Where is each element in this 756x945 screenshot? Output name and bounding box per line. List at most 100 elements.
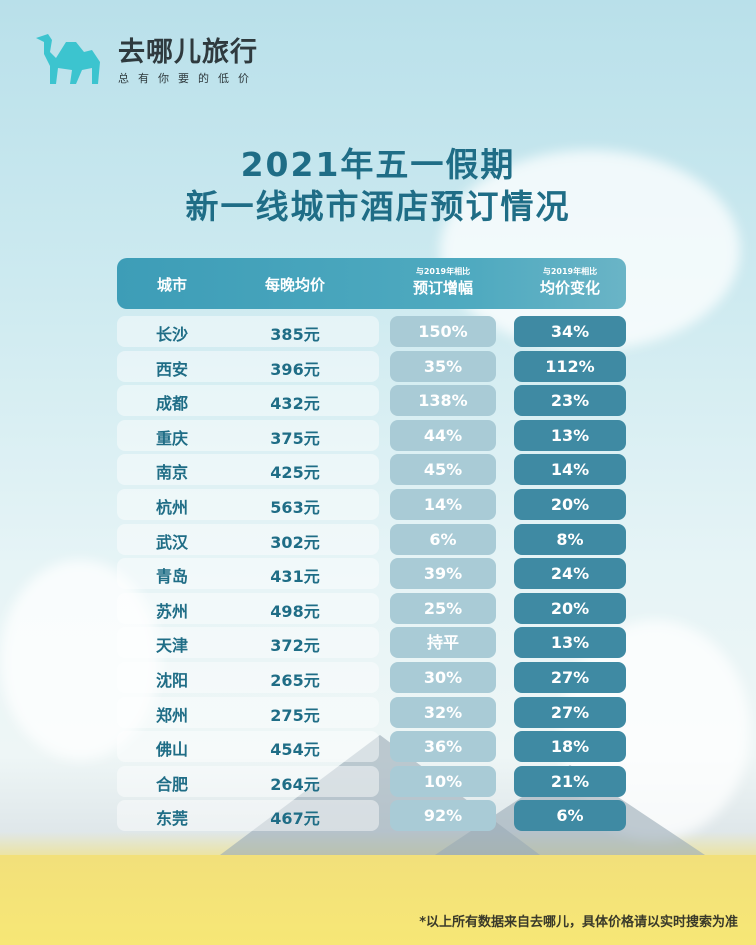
avg-price: 385元 xyxy=(270,325,320,344)
row-background xyxy=(117,489,379,520)
header-price-change-sub: 与2019年相比 xyxy=(542,267,598,276)
avg-price: 275元 xyxy=(270,705,320,725)
price-change: 13% xyxy=(514,627,626,659)
avg-price: 302元 xyxy=(270,532,320,552)
row-background xyxy=(117,558,379,590)
booking-growth: 35% xyxy=(390,350,496,382)
row-background xyxy=(117,662,379,693)
table-row: 武汉 302元 6% 8% xyxy=(117,523,626,555)
row-background xyxy=(117,523,379,555)
booking-growth: 10% xyxy=(390,765,496,797)
header-price: 每晚均价 xyxy=(264,276,325,294)
table-row: 青岛 431元 39% 24% xyxy=(117,558,626,590)
table-row: 杭州 563元 14% 20% xyxy=(117,489,626,520)
footnote: *以上所有数据来自去哪儿，具体价格请以实时搜索为准 xyxy=(419,915,738,930)
price-change: 14% xyxy=(514,454,626,486)
price-change: 18% xyxy=(514,731,626,763)
table-row: 合肥 264元 10% 21% xyxy=(117,765,626,797)
booking-growth: 39% xyxy=(390,558,496,590)
title-line-2: 新一线城市酒店预订情况 xyxy=(185,187,571,226)
booking-growth: 45% xyxy=(390,454,496,486)
city-name: 东莞 xyxy=(155,809,188,829)
price-change: 27% xyxy=(514,662,626,693)
row-background xyxy=(117,765,379,797)
header-booking-sub: 与2019年相比 xyxy=(415,267,471,276)
city-name: 佛山 xyxy=(155,740,188,760)
avg-price: 431元 xyxy=(270,567,320,587)
avg-price: 563元 xyxy=(270,498,320,517)
table-row: 重庆 375元 44% 13% xyxy=(117,419,626,451)
row-background xyxy=(117,419,379,451)
header-price-change: 均价变化 xyxy=(539,279,600,297)
booking-growth: 138% xyxy=(390,385,496,417)
booking-growth: 持平 xyxy=(390,627,496,659)
table-row: 佛山 454元 36% 18% xyxy=(117,731,626,763)
header-booking: 预订增幅 xyxy=(412,279,473,297)
table-row: 苏州 498元 25% 20% xyxy=(117,592,626,624)
price-change: 6% xyxy=(514,800,626,832)
city-name: 成都 xyxy=(155,394,188,414)
price-change: 20% xyxy=(514,592,626,624)
avg-price: 396元 xyxy=(270,359,320,379)
logo: 去哪儿旅行 总有你要的低价 xyxy=(34,30,258,86)
avg-price: 498元 xyxy=(270,601,320,621)
booking-growth: 150% xyxy=(390,316,496,347)
city-name: 苏州 xyxy=(155,601,188,621)
price-change: 112% xyxy=(514,350,626,382)
avg-price: 375元 xyxy=(270,428,320,448)
row-background xyxy=(117,350,379,382)
grass-field xyxy=(0,855,756,945)
row-background xyxy=(117,731,379,763)
table-row: 东莞 467元 92% 6% xyxy=(117,800,626,832)
booking-growth: 30% xyxy=(390,662,496,693)
avg-price: 432元 xyxy=(270,394,320,414)
avg-price: 467元 xyxy=(270,809,320,829)
title-line-1: 2021年五一假期 xyxy=(240,145,516,184)
city-name: 南京 xyxy=(155,463,188,483)
price-change: 13% xyxy=(514,419,626,451)
city-name: 天津 xyxy=(155,636,188,656)
booking-growth: 6% xyxy=(390,523,496,555)
city-name: 重庆 xyxy=(155,428,188,448)
booking-growth: 32% xyxy=(390,696,496,728)
table-row: 西安 396元 35% 112% xyxy=(117,350,626,382)
booking-growth: 36% xyxy=(390,731,496,763)
row-background xyxy=(117,800,379,832)
booking-growth: 14% xyxy=(390,489,496,520)
row-background xyxy=(117,316,379,347)
booking-growth: 44% xyxy=(390,419,496,451)
city-name: 合肥 xyxy=(155,774,188,794)
avg-price: 264元 xyxy=(270,774,320,794)
row-background xyxy=(117,385,379,417)
table-row: 天津 372元 持平 13% xyxy=(117,627,626,659)
avg-price: 265元 xyxy=(270,671,320,690)
slogan: 总有你要的低价 xyxy=(118,72,258,85)
cloud xyxy=(0,560,160,760)
price-change: 34% xyxy=(514,316,626,347)
avg-price: 425元 xyxy=(270,463,320,483)
city-name: 杭州 xyxy=(155,498,188,517)
city-name: 青岛 xyxy=(155,567,188,587)
price-change: 20% xyxy=(514,489,626,520)
booking-growth: 92% xyxy=(390,800,496,832)
price-change: 21% xyxy=(514,765,626,797)
price-change: 8% xyxy=(514,523,626,555)
table-row: 成都 432元 138% 23% xyxy=(117,385,626,417)
city-name: 长沙 xyxy=(155,325,188,344)
table-row: 郑州 275元 32% 27% xyxy=(117,696,626,728)
table-row: 长沙 385元 150% 34% xyxy=(117,316,626,347)
row-background xyxy=(117,627,379,659)
row-background xyxy=(117,592,379,624)
row-background xyxy=(117,454,379,486)
price-change: 23% xyxy=(514,385,626,417)
table-header: 城市 每晚均价 与2019年相比 预订增幅 与2019年相比 均价变化 xyxy=(117,258,626,309)
price-change: 24% xyxy=(514,558,626,590)
table-row: 沈阳 265元 30% 27% xyxy=(117,662,626,693)
city-name: 郑州 xyxy=(155,705,188,725)
avg-price: 372元 xyxy=(270,636,320,656)
booking-growth: 25% xyxy=(390,592,496,624)
price-change: 27% xyxy=(514,696,626,728)
avg-price: 454元 xyxy=(270,740,320,760)
city-name: 沈阳 xyxy=(155,671,188,690)
brand-name: 去哪儿旅行 xyxy=(118,37,258,68)
